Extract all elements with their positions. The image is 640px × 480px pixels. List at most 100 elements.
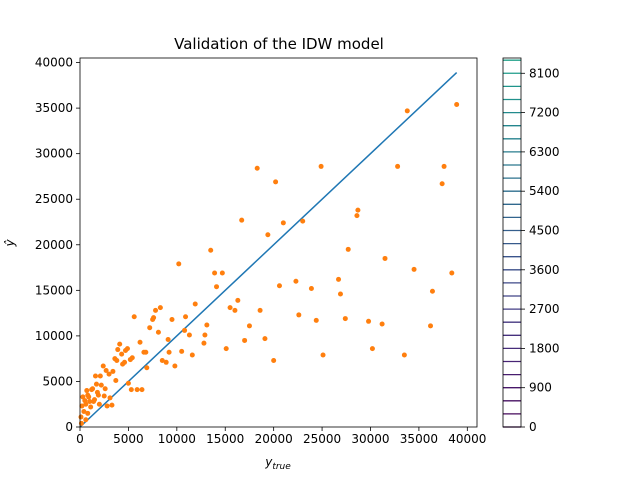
- data-point: [95, 392, 101, 398]
- data-point: [117, 341, 123, 347]
- data-point: [128, 387, 134, 393]
- data-point: [139, 387, 145, 393]
- data-point: [165, 337, 171, 343]
- data-point: [92, 373, 98, 379]
- data-point: [223, 346, 229, 352]
- data-point: [96, 401, 102, 407]
- data-point: [104, 403, 110, 409]
- scatter-points-group: [78, 101, 460, 426]
- x-tick-label: 0: [76, 432, 84, 446]
- data-point: [157, 305, 163, 311]
- data-point: [84, 388, 90, 394]
- data-point: [151, 315, 157, 321]
- data-point: [183, 314, 189, 320]
- data-point: [280, 220, 286, 226]
- data-point: [192, 301, 198, 307]
- y-tick-label: 30000: [35, 147, 73, 161]
- data-point: [428, 323, 434, 329]
- colorbar-tick-label: 8100: [529, 66, 560, 80]
- data-point: [449, 270, 455, 276]
- y-axis-ticks: 0 5000 10000 15000 20000 25000 30000 35000 40000: [35, 56, 80, 434]
- x-tick-label: 20000: [255, 432, 293, 446]
- data-point: [441, 163, 447, 169]
- colorbar: [503, 59, 521, 428]
- data-point: [179, 348, 185, 354]
- data-point: [401, 352, 407, 358]
- colorbar-tick-label: 2700: [529, 302, 560, 316]
- data-point: [90, 386, 96, 392]
- data-point: [337, 291, 343, 297]
- x-tick-label: 25000: [303, 432, 341, 446]
- data-point: [81, 409, 87, 415]
- data-point: [109, 402, 115, 408]
- data-point: [115, 347, 121, 353]
- data-point: [100, 363, 106, 369]
- y-tick-label: 10000: [35, 329, 73, 343]
- data-point: [336, 276, 342, 282]
- data-point: [369, 346, 375, 352]
- data-point: [78, 414, 84, 420]
- data-point: [354, 213, 360, 219]
- data-point: [345, 246, 351, 252]
- data-point: [131, 314, 137, 320]
- data-point: [382, 255, 388, 261]
- data-point: [113, 378, 119, 384]
- data-point: [227, 305, 233, 311]
- colorbar-tick-label: 6300: [529, 145, 560, 159]
- data-point: [208, 247, 214, 253]
- data-point: [83, 417, 89, 423]
- data-point: [202, 332, 208, 338]
- data-point: [129, 355, 135, 361]
- x-tick-label: 15000: [206, 432, 244, 446]
- data-point: [186, 332, 192, 338]
- data-point: [101, 393, 107, 399]
- data-point: [143, 349, 149, 355]
- data-point: [404, 108, 410, 114]
- data-point: [313, 317, 319, 323]
- data-point: [276, 283, 282, 289]
- y-tick-label: 35000: [35, 101, 73, 115]
- data-point: [166, 349, 172, 355]
- data-point: [98, 382, 104, 388]
- data-point: [125, 380, 131, 386]
- data-point: [262, 336, 268, 342]
- data-point: [103, 368, 109, 374]
- x-tick-label: 40000: [448, 432, 486, 446]
- data-point: [86, 394, 92, 400]
- data-point: [153, 307, 159, 313]
- data-point: [273, 179, 279, 185]
- data-point: [296, 312, 302, 318]
- data-point: [79, 403, 85, 409]
- reference-line: [79, 72, 458, 428]
- data-point: [320, 352, 326, 358]
- data-point: [318, 163, 324, 169]
- x-axis-label-subscript: true: [272, 462, 291, 472]
- y-tick-label: 0: [65, 420, 73, 434]
- data-point: [242, 337, 248, 343]
- data-point: [293, 278, 299, 284]
- data-point: [122, 359, 128, 365]
- data-point: [429, 288, 435, 294]
- data-point: [355, 207, 361, 213]
- data-point: [246, 323, 252, 329]
- data-point: [124, 346, 130, 352]
- chart-title: Validation of the IDW model: [174, 35, 384, 53]
- data-point: [271, 357, 277, 363]
- data-point: [366, 318, 372, 324]
- diagonal-line-group: [79, 72, 458, 428]
- data-point: [83, 401, 89, 407]
- colorbar-tick-label: 0: [529, 420, 537, 434]
- x-tick-label: 5000: [113, 432, 144, 446]
- y-axis-label: ŷ: [3, 239, 17, 248]
- data-point: [176, 261, 182, 267]
- data-point: [97, 373, 103, 379]
- y-tick-label: 25000: [35, 192, 73, 206]
- data-point: [254, 165, 260, 171]
- data-point: [134, 387, 140, 393]
- y-tick-label: 20000: [35, 238, 73, 252]
- y-tick-label: 40000: [35, 56, 73, 70]
- colorbar-frame: [502, 57, 522, 428]
- data-point: [155, 329, 161, 335]
- data-point: [439, 181, 445, 187]
